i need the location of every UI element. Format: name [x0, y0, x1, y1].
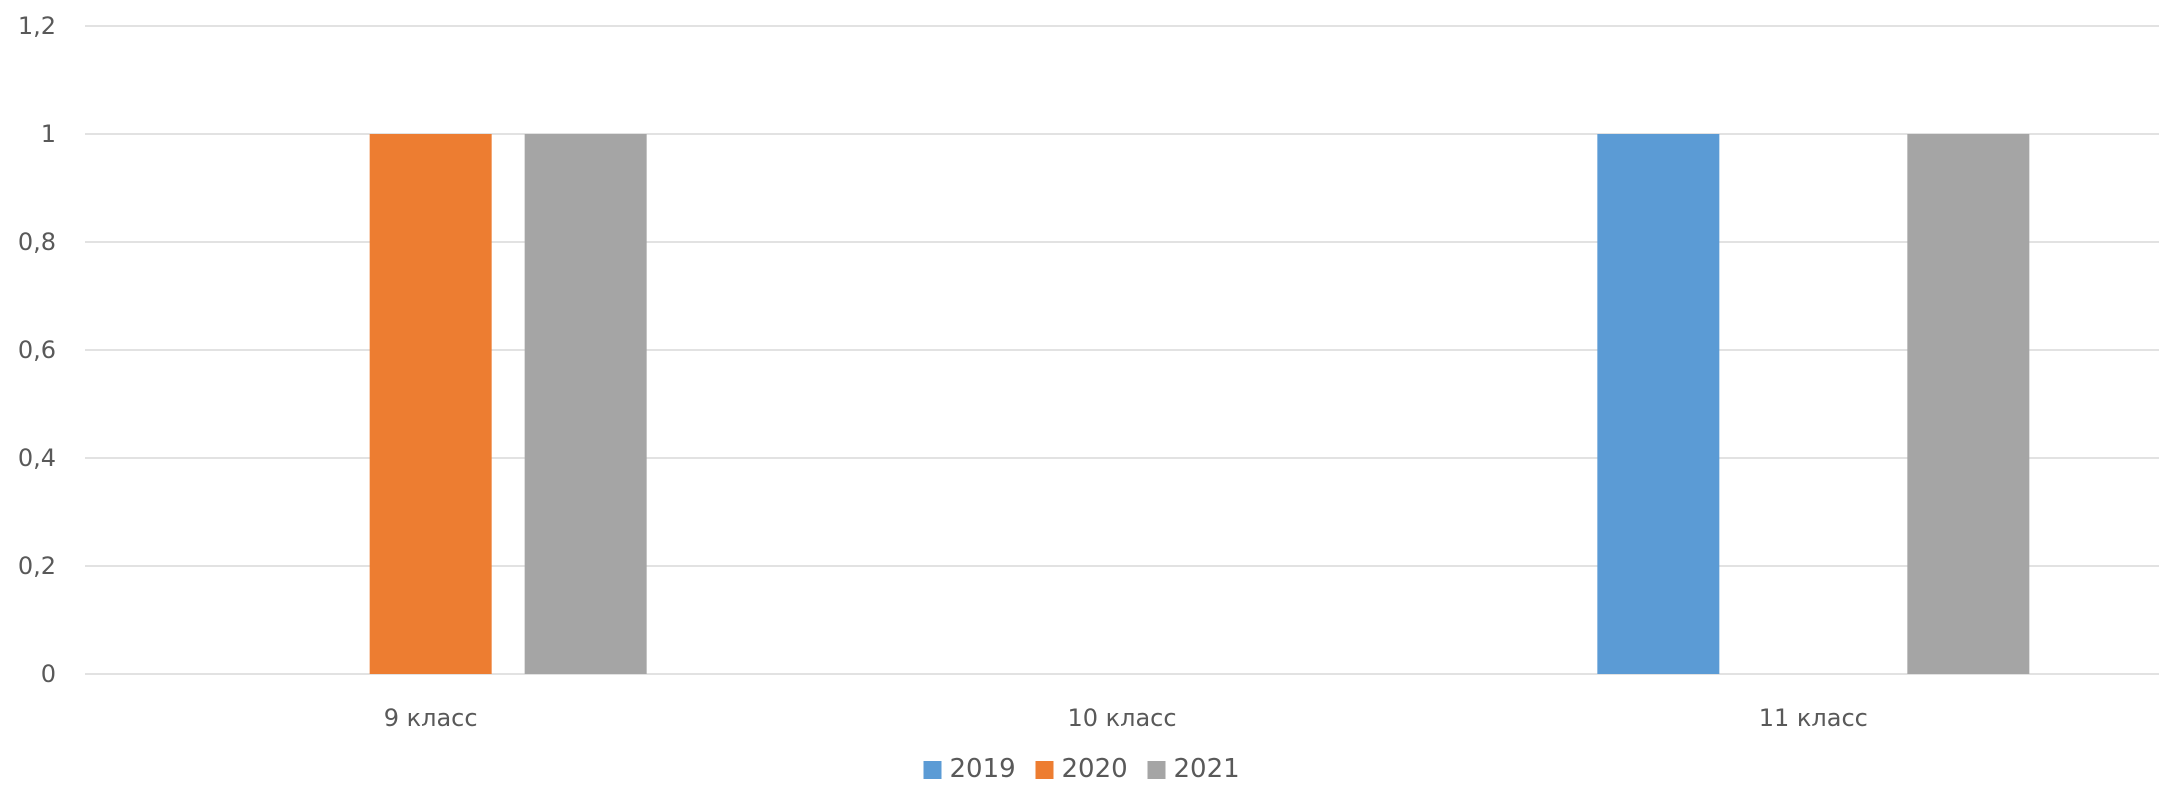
y-tick-label: 1,2	[18, 12, 56, 40]
bar-2021-1	[524, 134, 647, 674]
legend-label: 2021	[1174, 754, 1240, 784]
x-category-label: 10 класс	[1067, 704, 1176, 732]
x-axis-category-labels: 9 класс 10 класс 11 класс	[384, 704, 1868, 732]
y-tick-label: 0,8	[18, 228, 56, 256]
legend-swatch-2020	[1035, 761, 1054, 779]
bar-2019-3	[1597, 134, 1720, 674]
y-tick-label: 0	[41, 660, 56, 688]
y-tick-label: 0,4	[18, 444, 56, 472]
y-tick-label: 1	[41, 120, 56, 148]
x-category-label: 9 класс	[384, 704, 478, 732]
x-category-label: 11 класс	[1759, 704, 1868, 732]
y-axis-tick-labels: 0 0,2 0,4 0,6 0,8 1 1,2	[18, 12, 56, 688]
bars	[369, 134, 2030, 674]
legend-label: 2020	[1062, 754, 1128, 784]
legend: 2019 2020 2021	[923, 754, 1240, 784]
y-tick-label: 0,2	[18, 552, 56, 580]
bar-2020-1	[369, 134, 492, 674]
y-tick-label: 0,6	[18, 336, 56, 364]
legend-swatch-2021	[1147, 761, 1166, 779]
legend-label: 2019	[950, 754, 1016, 784]
bar-2021-3	[1907, 134, 2030, 674]
legend-swatch-2019	[923, 761, 942, 779]
